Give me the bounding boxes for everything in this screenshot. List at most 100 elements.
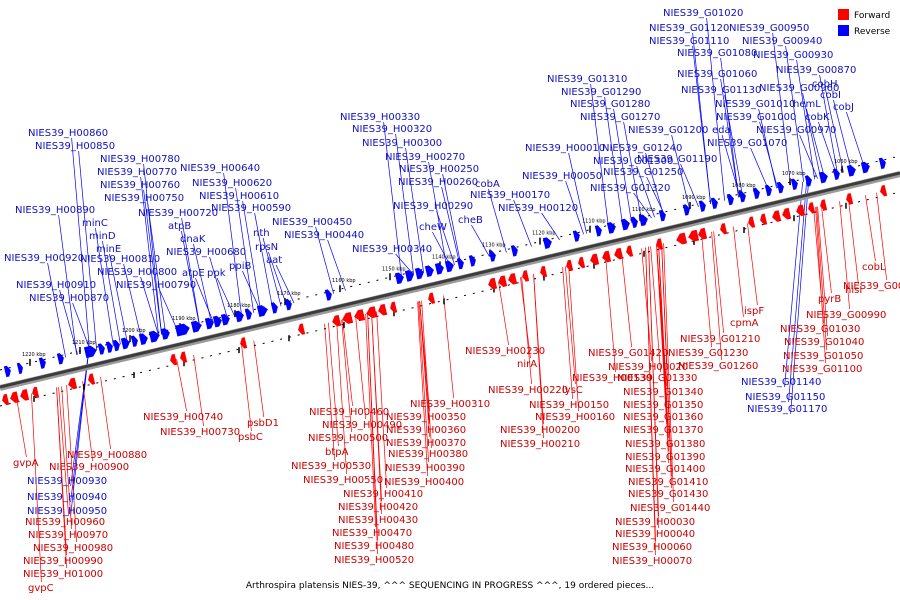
forward-gene-label: NIES39_G01330 [617,373,697,384]
gene-connector-line [646,176,665,216]
reverse-gene-label: NIES39_H00850 [35,141,115,152]
gene-connector-line [176,358,187,412]
gene-connector-line [242,200,261,312]
gene-connector-line [562,267,573,400]
forward-gene-arrow [68,377,78,390]
gene-connector-line [223,172,242,316]
kbp-tick-label: 1070 kbp [782,171,806,177]
kbp-tick-label: 1190 kbp [172,316,196,322]
gene-connector-line [436,210,455,266]
reverse-gene-label: NIES39_H00810 [80,254,160,265]
reverse-gene-arrow [710,197,718,210]
forward-gene-label: NIES39_H00420 [338,502,418,513]
forward-gene-label: NIES39_G01380 [625,439,705,450]
legend-forward-label: Forward [854,11,890,21]
reverse-gene-arrow [846,165,856,177]
reverse-gene-label: NIES39_G01150 [745,392,825,403]
reverse-gene-label: NIES39_H00910 [16,280,96,291]
reverse-gene-label: NIES39_H00290 [393,201,473,212]
forward-track-guide [0,191,900,407]
reverse-gene-label: NIES39_H00330 [340,112,420,123]
reverse-gene-label: NIES39_G01060 [677,69,757,80]
gene-connector-line [661,243,672,489]
gene-connector-line [143,189,162,335]
reverse-gene-label: NIES39_G01070 [707,138,787,149]
reverse-gene-label: NIES39_G01020 [663,8,743,19]
gene-connector-line [833,99,852,171]
forward-gene-label: nirA [517,359,537,370]
forward-gene-label: NIES39_G01260 [678,361,758,372]
forward-gene-label: NIES39_H00060 [612,542,692,553]
reverse-gene-arrow [698,200,706,212]
reverse-gene-label: NIES39_G01120 [649,23,729,34]
forward-gene-label: ispF [744,306,764,317]
legend: Forward Reverse [838,9,891,37]
gene-connector-line [70,351,89,517]
gene-connector-line [750,147,769,191]
forward-gene-arrow [590,253,600,266]
gene-connector-line [865,195,876,262]
reverse-gene-arrow [174,323,190,337]
gene-connector-line [367,313,378,555]
gene-connector-line [633,192,652,219]
gene-connector-line [488,188,507,253]
gene-connector-line [95,227,114,347]
forward-gene-label: NIES39_G01040 [784,337,864,348]
forward-gene-label: hisI [845,285,862,296]
reverse-gene-label: NIES39_G00950 [729,23,809,34]
forward-gene-label: NIES39_G01370 [623,425,703,436]
forward-gene-label: NIES39_H00370 [386,438,466,449]
reverse-gene-label: NIES39_H00800 [97,267,177,278]
forward-gene-arrow [614,247,624,260]
reverse-gene-label: NIES39_H00270 [385,152,465,163]
gene-connector-line [59,289,78,355]
gene-connector-line [790,180,809,415]
gene-connector-line [621,253,632,348]
gene-connector-line [432,231,451,267]
gene-connector-line [61,386,72,530]
reverse-gene-arrow [542,237,552,249]
reverse-gene-label: NIES39_G00870 [776,65,856,76]
reverse-gene-arrow [638,214,648,227]
reverse-gene-arrow [83,345,97,359]
gene-connector-line [147,202,166,334]
gene-connector-line [159,289,178,331]
reverse-gene-arrow [234,310,244,323]
gene-connector-line [324,323,335,461]
gene-connector-line [58,214,77,355]
gene-connector-line [275,264,295,304]
reverse-gene-label: minE [96,244,121,255]
reverse-gene-label: NIES39_H00320 [352,124,432,135]
forward-gene-label: NIES39_G01210 [680,334,760,345]
reverse-gene-label: NIES39_G01310 [547,74,627,85]
gene-connector-line [193,354,204,427]
forward-gene-arrow [566,259,574,272]
gene-connector-line [713,231,724,334]
kbp-tick-label: 1180 kbp [227,303,251,309]
gene-connector-line [405,147,424,273]
gene-connector-line [645,152,664,216]
reverse-gene-label: NIES39_H00760 [100,180,180,191]
gene-connector-line [692,45,711,205]
label-connectors [16,17,887,583]
reverse-gene-label: NIES39_H00680 [166,247,246,258]
forward-gene-label: NIES39_G00990 [806,310,886,321]
gene-connector-line [785,45,804,182]
reverse-gene-label: NIES39_G01110 [649,36,729,47]
forward-gene-arrow [540,265,548,278]
reverse-gene-arrow [130,335,138,347]
reverse-gene-arrow [105,341,113,353]
reverse-gene-arrow [3,365,11,378]
gene-connector-line [658,244,669,464]
reverse-gene-arrow [220,313,230,326]
gene-connector-line [759,121,778,189]
reverse-gene-label: cobA [475,179,500,190]
kbp-tick-label: 1060 kbp [834,159,858,165]
reverse-gene-label: cheW [419,222,447,233]
reverse-gene-label: NIES39_G00970 [756,125,836,136]
reverse-gene-arrow [776,181,784,194]
forward-gene-label: NIES39_H00360 [386,425,466,436]
reverse-gene-arrow [324,289,332,301]
kbp-tick-label: 1210 kbp [72,340,96,346]
kbp-tick-label: 1130 kbp [482,242,506,248]
